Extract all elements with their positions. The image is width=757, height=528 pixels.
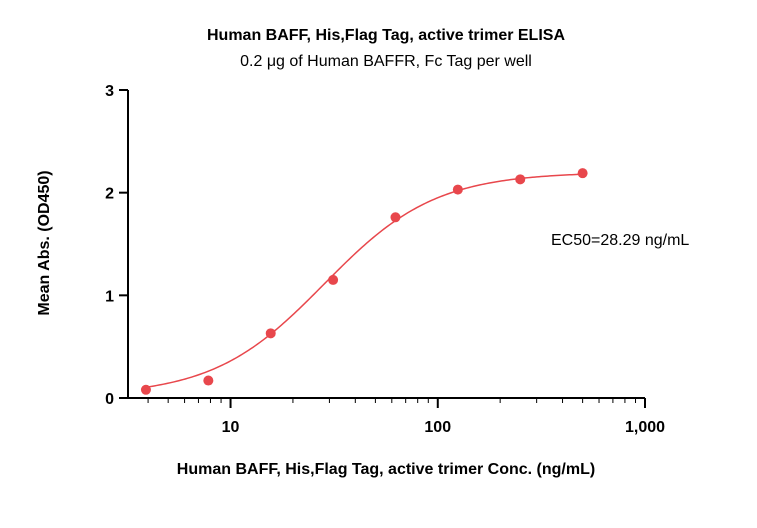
x-tick-label: 10 <box>222 419 240 436</box>
x-axis-label: Human BAFF, His,Flag Tag, active trimer … <box>177 461 595 478</box>
data-point <box>140 384 151 395</box>
y-tick-label: 2 <box>105 186 114 203</box>
x-minor-ticks <box>147 398 637 403</box>
x-tick-label: 100 <box>424 419 451 436</box>
chart-subtitle: 0.2 μg of Human BAFFR, Fc Tag per well <box>240 53 532 70</box>
y-axis-label: Mean Abs. (OD450) <box>36 170 53 315</box>
y-ticks: 0 1 2 3 <box>105 83 128 408</box>
data-point <box>328 274 339 285</box>
chart-title: Human BAFF, His,Flag Tag, active trimer … <box>207 27 565 44</box>
data-point <box>203 375 214 386</box>
data-point <box>265 328 276 339</box>
data-point <box>452 184 463 195</box>
ec50-annotation: EC50=28.29 ng/mL <box>551 232 689 249</box>
data-point <box>390 212 401 223</box>
y-tick-label: 1 <box>105 288 114 305</box>
axes <box>127 90 645 399</box>
x-tick-label: 1,000 <box>625 419 665 436</box>
x-ticks: 10 100 1,000 <box>222 398 665 436</box>
data-point <box>515 174 526 185</box>
fit-curve <box>145 173 583 388</box>
data-points <box>140 168 588 395</box>
y-tick-label: 3 <box>105 83 114 100</box>
y-tick-label: 0 <box>105 391 114 408</box>
data-point <box>577 168 588 179</box>
